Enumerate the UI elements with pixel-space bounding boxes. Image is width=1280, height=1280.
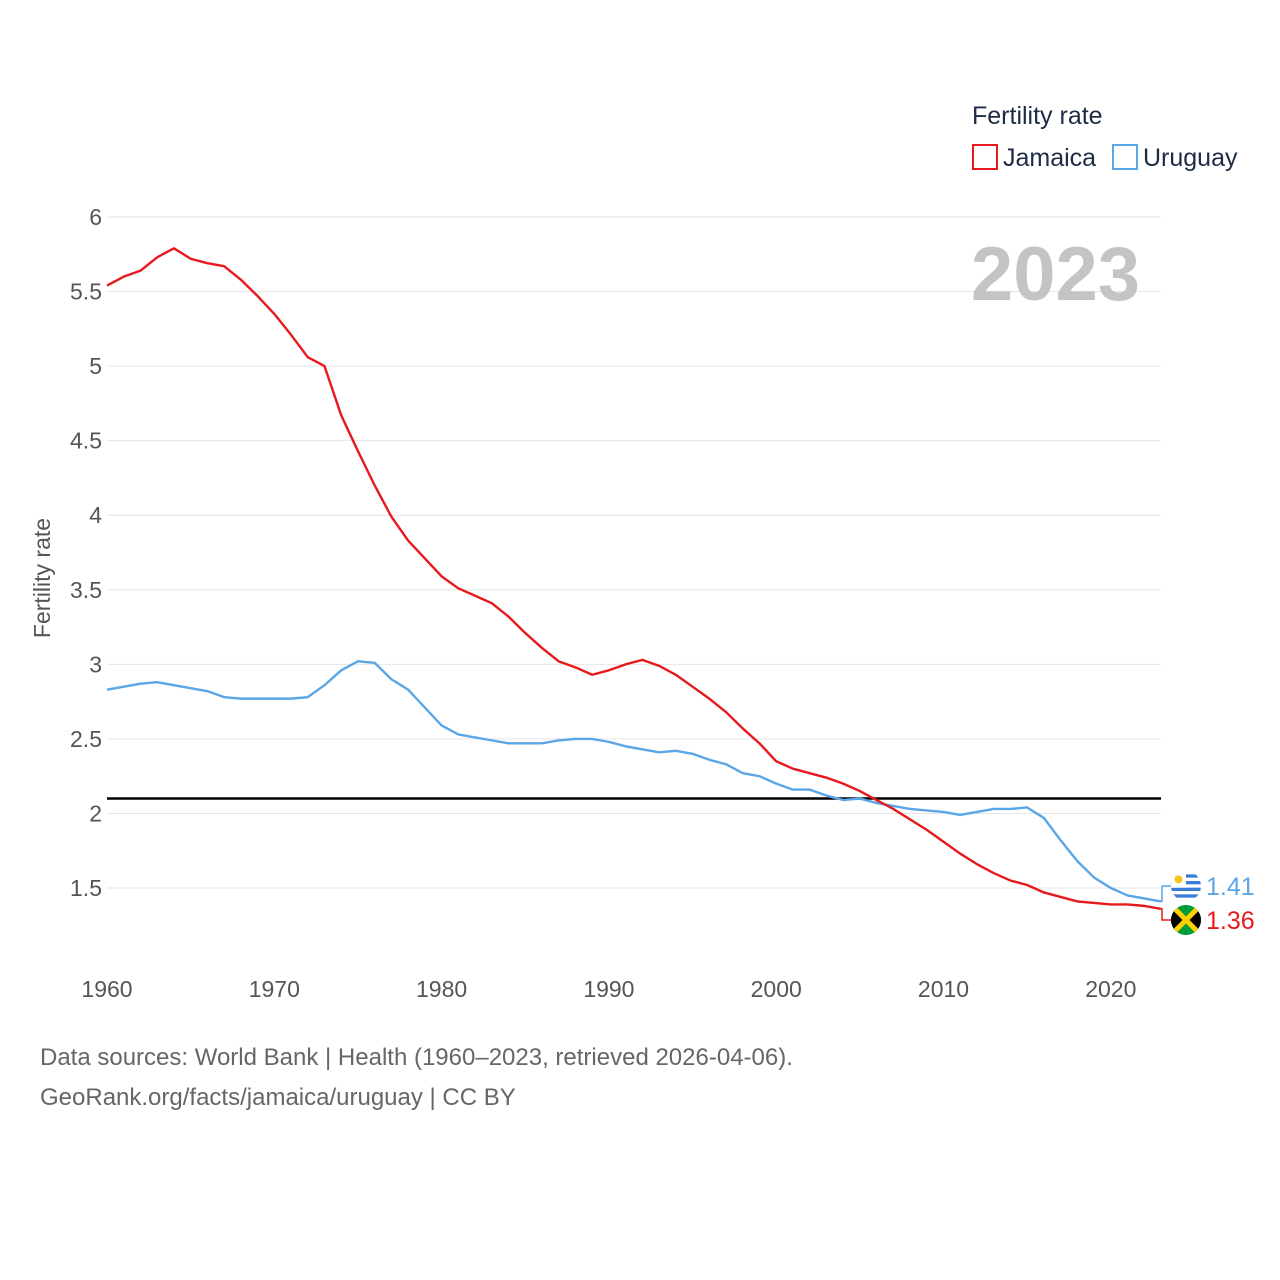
y-tick-label-5.5: 5.5 (70, 279, 102, 305)
y-axis-ticks: 1.5 2 2.5 3 3.5 4 4.5 5 5.5 6 (70, 204, 102, 901)
year-label: 2023 (971, 232, 1140, 317)
series-line-uruguay (106, 660, 1162, 903)
legend: Fertility rate Jamaica Uruguay (972, 102, 1238, 172)
series-lines (106, 247, 1162, 911)
x-tick-label-1990: 1990 (583, 976, 634, 1002)
end-label-jamaica: 1.36 (1206, 907, 1255, 935)
y-tick-label-3: 3 (89, 651, 102, 677)
end-label-uruguay: 1.41 (1206, 873, 1255, 901)
flag-icon-jamaica (1171, 905, 1201, 935)
y-tick-label-5: 5 (89, 353, 102, 379)
y-tick-label-6: 6 (89, 204, 102, 230)
y-tick-label-3.5: 3.5 (70, 577, 102, 603)
legend-swatch-jamaica (972, 144, 998, 170)
y-tick-label-2: 2 (89, 800, 102, 826)
y-tick-label-2.5: 2.5 (70, 726, 102, 752)
y-axis-label: Fertility rate (29, 518, 55, 638)
x-tick-label-1960: 1960 (81, 976, 132, 1002)
legend-item-uruguay[interactable]: Uruguay (1112, 144, 1238, 172)
legend-label-uruguay: Uruguay (1143, 144, 1238, 172)
end-connector-uruguay (1161, 885, 1171, 903)
y-tick-label-1.5: 1.5 (70, 875, 102, 901)
x-axis-ticks: 1960 1970 1980 1990 2000 2010 2020 (81, 976, 1136, 1002)
end-labels: 1.36 1.41 (1161, 871, 1255, 935)
x-tick-label-1980: 1980 (416, 976, 467, 1002)
legend-label-jamaica: Jamaica (1003, 144, 1096, 172)
x-tick-label-2010: 2010 (918, 976, 969, 1002)
y-tick-label-4.5: 4.5 (70, 428, 102, 454)
x-tick-label-1970: 1970 (249, 976, 300, 1002)
y-tick-label-4: 4 (89, 502, 102, 528)
source-line-2[interactable]: GeoRank.org/facts/jamaica/uruguay | CC B… (40, 1084, 516, 1111)
x-tick-label-2020: 2020 (1085, 976, 1136, 1002)
series-line-jamaica (106, 247, 1162, 911)
legend-swatch-uruguay (1112, 144, 1138, 170)
legend-item-jamaica[interactable]: Jamaica (972, 144, 1096, 172)
flag-icon-uruguay (1171, 871, 1201, 901)
source-line-1: Data sources: World Bank | Health (1960–… (40, 1044, 793, 1071)
x-tick-label-2000: 2000 (751, 976, 802, 1002)
legend-title: Fertility rate (972, 102, 1103, 130)
grid-lines (107, 216, 1161, 889)
end-connector-jamaica (1161, 908, 1171, 921)
